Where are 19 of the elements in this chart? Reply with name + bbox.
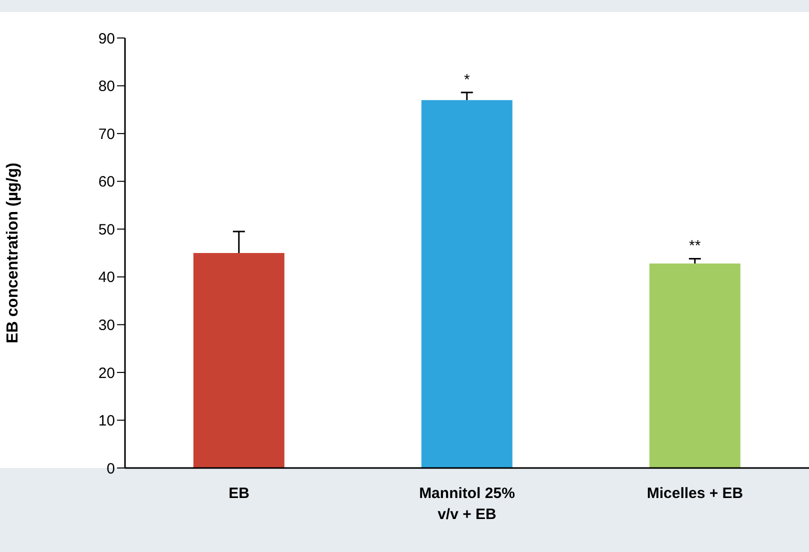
x-tick-label: Mannitol 25% v/v + EB xyxy=(419,485,515,523)
y-tick-label: 50 xyxy=(98,221,115,238)
x-tick-label: EB xyxy=(228,485,250,502)
y-tick-label: 70 xyxy=(98,126,115,143)
y-tick-label: 0 xyxy=(106,460,115,478)
annotation: ** xyxy=(689,238,701,255)
y-axis-title: EB concentration (µg/g) xyxy=(4,162,22,344)
y-tick-label: 60 xyxy=(98,174,115,191)
y-tick-label: 80 xyxy=(98,78,115,96)
y-tick-label: 20 xyxy=(98,364,115,382)
annotation: * xyxy=(464,71,470,88)
y-tick-label: 40 xyxy=(98,269,115,286)
y-tick-label: 90 xyxy=(98,30,115,48)
x-tick-label: Micelles + EB xyxy=(646,485,744,502)
bar xyxy=(193,253,284,468)
bar xyxy=(649,264,740,468)
bar xyxy=(421,100,512,468)
y-tick-label: 30 xyxy=(98,316,115,334)
y-tick-label: 10 xyxy=(98,412,115,430)
